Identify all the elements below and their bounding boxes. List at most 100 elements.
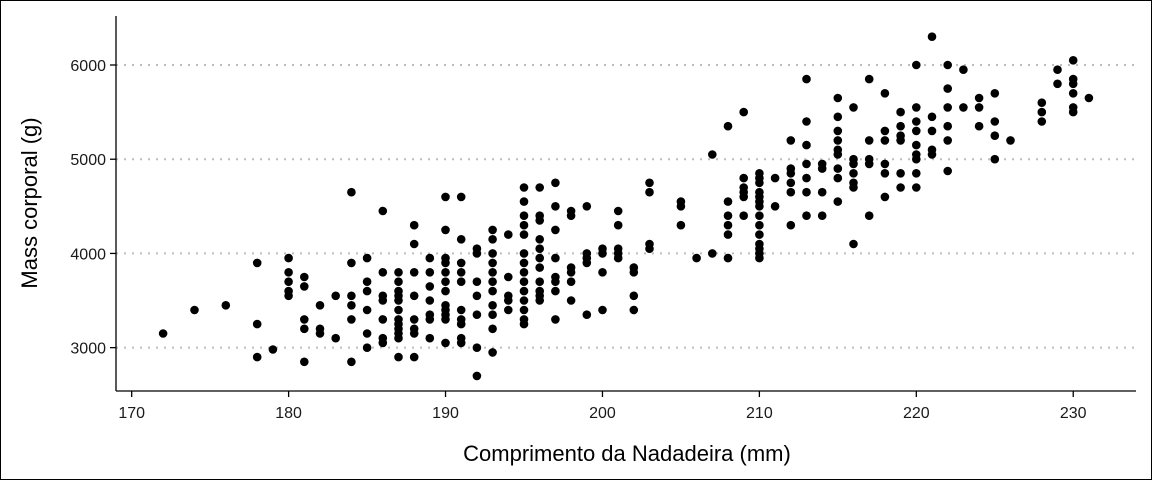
data-point-225 [833,93,843,103]
data-point-261 [912,126,921,136]
data-point-281 [974,103,984,112]
data-point-198 [755,202,764,211]
data-point-185 [723,253,733,263]
data-point-117 [519,230,529,239]
data-point-33 [362,343,372,353]
data-point-279 [959,103,968,112]
data-point-62 [425,268,435,277]
data-point-139 [551,202,560,211]
data-point-245 [864,211,874,220]
x-tick-label-200: 200 [589,405,616,422]
data-point-178 [708,150,717,159]
data-point-228 [833,136,843,145]
data-point-162 [613,220,623,230]
data-point-74 [441,286,450,296]
data-point-233 [833,197,843,206]
x-tick-label-230: 230 [1060,405,1087,422]
data-point-216 [802,140,811,150]
data-point-16 [300,357,309,367]
data-point-127 [535,183,544,192]
data-point-140 [551,225,560,235]
data-point-167 [629,268,639,277]
data-point-7 [284,253,293,263]
x-axis-title: Comprimento da Nadadeira (mm) [463,441,791,466]
data-point-60 [409,352,419,362]
data-point-168 [629,291,639,301]
data-point-252 [896,107,905,117]
data-point-223 [817,187,827,197]
data-point-4 [252,319,262,329]
data-point-94 [472,310,482,320]
data-point-173 [645,244,654,253]
data-point-191 [739,211,748,220]
data-point-186 [739,107,748,117]
data-point-253 [896,121,905,131]
data-point-207 [770,202,780,211]
data-point-212 [786,187,796,197]
data-point-170 [645,178,654,188]
data-point-116 [519,220,529,230]
data-point-231 [833,164,843,173]
data-point-97 [488,225,497,235]
data-point-111 [504,296,513,305]
data-point-141 [551,253,560,263]
data-point-119 [519,258,529,268]
data-point-20 [331,333,341,343]
data-point-38 [378,315,388,324]
data-point-241 [864,74,874,84]
data-point-210 [786,169,796,178]
data-point-25 [347,301,356,310]
data-point-122 [519,286,529,296]
data-point-95 [472,343,482,353]
data-point-268 [927,112,937,122]
data-point-147 [566,211,576,220]
data-point-152 [582,202,592,211]
data-point-13 [300,282,309,291]
data-point-82 [456,258,466,268]
data-point-215 [802,117,811,126]
data-points [158,32,1094,381]
data-point-1 [190,305,199,315]
data-point-80 [456,192,466,202]
data-point-133 [535,263,544,272]
y-axis-ticks: 3000 4000 5000 6000 [70,58,116,358]
data-point-96 [472,371,482,381]
data-point-89 [456,338,466,348]
data-point-290 [1037,117,1047,126]
data-point-24 [347,291,356,301]
data-point-184 [723,230,733,239]
data-point-269 [927,126,937,136]
data-point-130 [535,235,544,244]
data-point-177 [692,253,701,263]
data-point-14 [300,315,309,324]
data-point-120 [519,268,529,277]
data-point-227 [833,126,843,136]
data-point-0 [158,329,168,338]
data-point-108 [504,230,513,239]
data-point-259 [912,103,921,112]
data-point-247 [880,126,890,136]
data-point-179 [708,249,717,258]
data-point-78 [441,315,450,324]
data-point-35 [378,268,388,277]
data-point-8 [284,268,293,277]
data-point-286 [990,154,1000,164]
data-point-236 [849,159,858,169]
data-point-271 [927,150,937,159]
data-point-220 [802,211,811,220]
data-point-68 [441,192,450,202]
data-point-5 [252,352,262,362]
data-point-206 [770,173,780,183]
data-point-150 [566,277,576,287]
data-point-287 [1006,136,1015,145]
data-point-265 [912,169,921,178]
data-point-274 [943,103,952,112]
data-point-266 [912,183,921,192]
data-point-156 [582,310,592,320]
data-point-18 [315,329,325,338]
data-point-250 [880,169,890,178]
data-point-151 [566,296,576,305]
data-point-21 [331,291,341,301]
data-point-84 [456,277,466,287]
